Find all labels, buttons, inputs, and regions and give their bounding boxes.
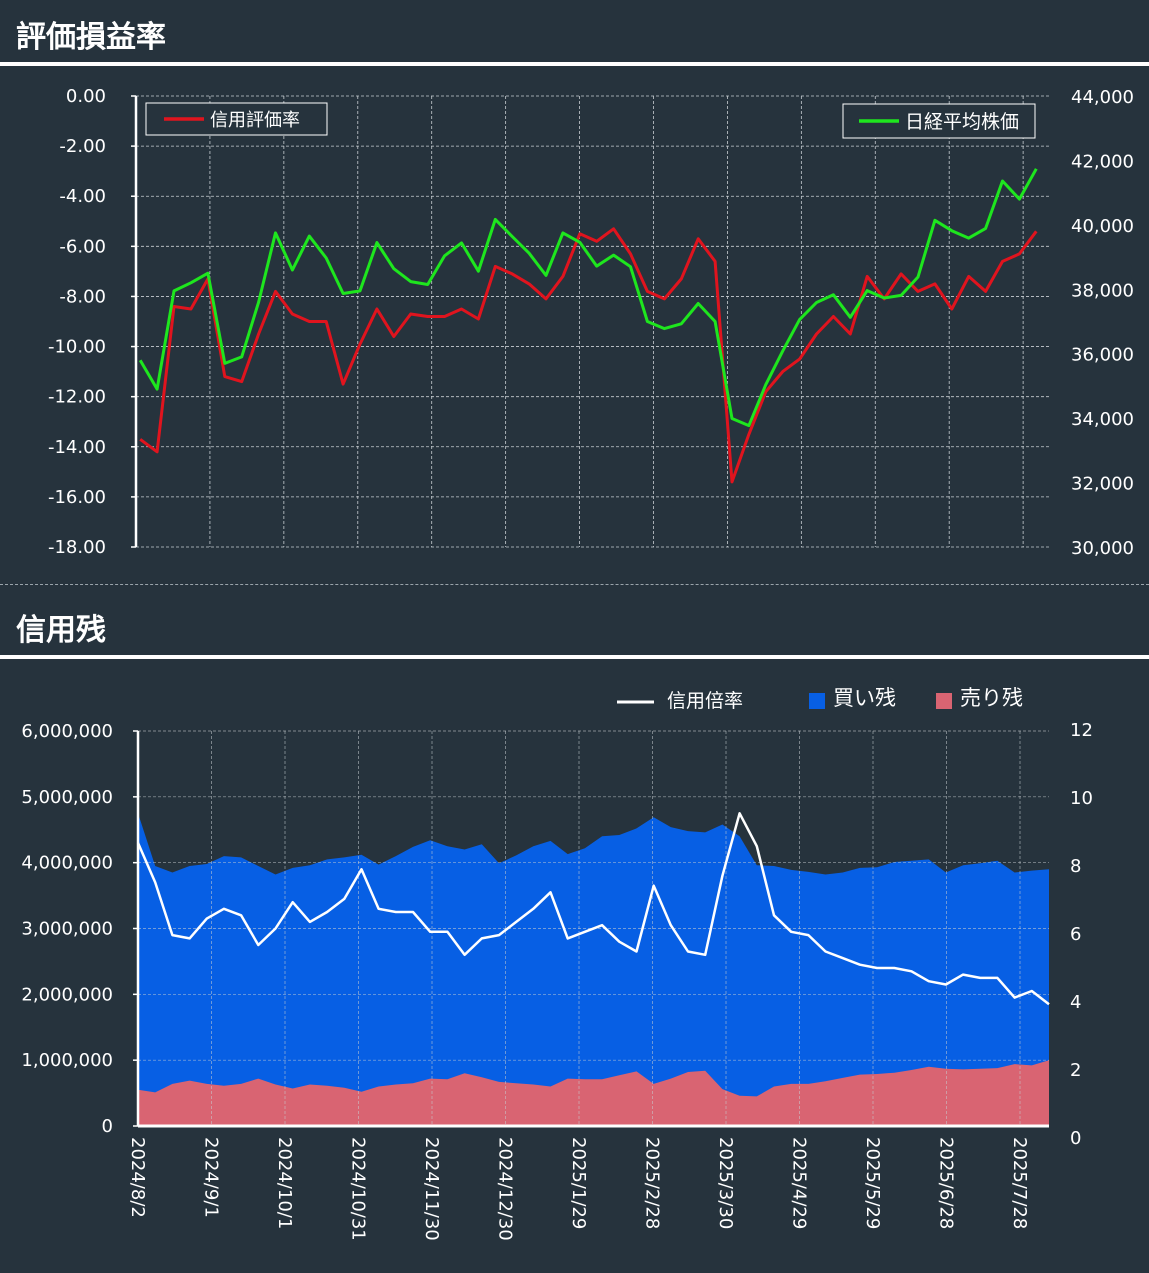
- balance-section-header: 信用残: [0, 585, 1149, 655]
- x-tick-label: 2025/3/30: [715, 1137, 736, 1229]
- x-tick-label: 2024/10/31: [348, 1137, 369, 1241]
- credit-rate-line: [139, 227, 1038, 484]
- y-right-tick-label: 2: [1070, 1060, 1081, 1081]
- legend-credit-rate-label: 信用評価率: [210, 110, 300, 131]
- y-right-tick-label: 36,000: [1071, 345, 1134, 366]
- sell-balance-area: [138, 1060, 1049, 1126]
- y-left-tick-label: 2,000,000: [21, 984, 113, 1005]
- margin-balance-chart: 6,000,000 5,000,000 4,000,000 3,000,000 2,00…: [21, 686, 1093, 1241]
- legend-buy-swatch: [809, 693, 825, 709]
- x-tick-label: 2025/5/29: [862, 1137, 883, 1229]
- x-tick-label: 2024/9/1: [201, 1137, 222, 1218]
- section-separator: [0, 584, 1149, 585]
- y-left-tick-label: 3,000,000: [21, 919, 113, 940]
- y-right-tick-label: 12: [1070, 720, 1093, 741]
- y-right-tick-label: 4: [1070, 992, 1081, 1013]
- x-tick-label: 2024/8/2: [127, 1137, 148, 1218]
- x-tick-label: 2025/1/29: [568, 1137, 589, 1229]
- x-tick-label: 2025/7/28: [1009, 1137, 1030, 1229]
- y-left-tick-label: 0.00: [66, 86, 106, 107]
- y-right-tick-label: 44,000: [1071, 87, 1134, 108]
- x-tick-label: 2025/4/29: [789, 1137, 810, 1229]
- x-tick-label: 2024/10/1: [274, 1137, 295, 1229]
- legend-sell-swatch: [936, 693, 952, 709]
- y-right-tick-label: 42,000: [1071, 151, 1134, 172]
- pl-section-rule: [0, 62, 1149, 66]
- y-left-tick-label: -2.00: [59, 136, 106, 157]
- y-right-tick-label: 0: [1070, 1128, 1081, 1149]
- y-left-tick-label: -4.00: [59, 186, 106, 207]
- y-left-tick-label: -6.00: [59, 236, 106, 257]
- y-left-tick-label: 4,000,000: [21, 853, 113, 874]
- pl-section-title: 評価損益率: [16, 20, 166, 55]
- legend-nikkei-label: 日経平均株価: [905, 111, 1019, 133]
- x-tick-label: 2025/6/28: [936, 1137, 957, 1229]
- y-left-tick-label: -12.00: [48, 387, 106, 408]
- y-left-tick-label: 6,000,000: [21, 721, 113, 742]
- credit-ratio-line: [136, 812, 1050, 1006]
- y-left-tick-label: -8.00: [59, 286, 106, 307]
- pl-rate-chart: 0.00 -2.00 -4.00 -6.00 -8.00 -10.00 -12.00 -14.…: [48, 86, 1134, 559]
- nikkei-line: [138, 168, 1038, 428]
- y-right-tick-label: 40,000: [1071, 216, 1134, 237]
- balance-section-title: 信用残: [16, 613, 106, 648]
- y-right-tick-label: 32,000: [1071, 474, 1134, 495]
- legend-sell-label: 売り残: [960, 686, 1023, 710]
- x-tick-label: 2025/2/28: [642, 1137, 663, 1229]
- y-left-tick-label: -18.00: [48, 537, 106, 558]
- y-right-tick-label: 10: [1070, 788, 1093, 809]
- y-left-tick-label: 5,000,000: [21, 787, 113, 808]
- y-left-tick-label: -14.00: [48, 437, 106, 458]
- y-left-tick-label: 1,000,000: [21, 1050, 113, 1071]
- balance-section-rule: [0, 655, 1149, 659]
- y-left-tick-label: 0: [102, 1116, 113, 1137]
- legend-buy-label: 買い残: [833, 686, 896, 710]
- legend-ratio-label: 信用倍率: [667, 690, 743, 712]
- y-left-tick-label: -10.00: [48, 337, 106, 358]
- y-right-tick-label: 6: [1070, 924, 1081, 945]
- y-right-tick-label: 8: [1070, 856, 1081, 877]
- pl-section-header: 評価損益率: [0, 0, 1149, 62]
- buy-balance-area: [138, 813, 1049, 1126]
- x-tick-label: 2024/11/30: [421, 1137, 442, 1241]
- y-right-tick-label: 30,000: [1071, 538, 1134, 559]
- y-right-tick-label: 38,000: [1071, 280, 1134, 301]
- y-right-tick-label: 34,000: [1071, 409, 1134, 430]
- y-left-tick-label: -16.00: [48, 487, 106, 508]
- x-tick-label: 2024/12/30: [495, 1137, 516, 1241]
